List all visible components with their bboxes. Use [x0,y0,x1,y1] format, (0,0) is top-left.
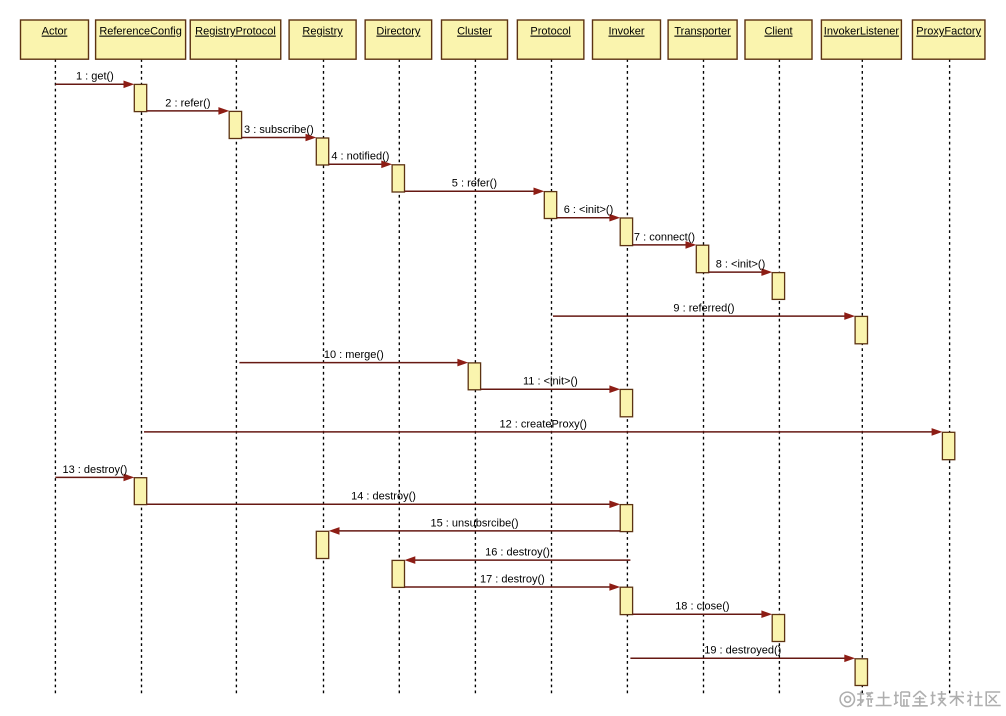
svg-text:Cluster: Cluster [457,26,492,38]
svg-text:Client: Client [764,26,792,38]
svg-text:Directory: Directory [376,26,421,38]
svg-text:Transporter: Transporter [674,26,731,38]
svg-text:Invoker: Invoker [608,26,644,38]
svg-text:RegistryProtocol: RegistryProtocol [195,26,276,38]
svg-text:13 : destroy(): 13 : destroy() [62,464,127,476]
svg-text:4 : notified(): 4 : notified() [331,151,389,163]
svg-text:16 : destroy(): 16 : destroy() [485,547,550,559]
svg-text:2 : refer(): 2 : refer() [165,97,210,109]
svg-text:7 : connect(): 7 : connect() [634,231,695,243]
svg-text:6 : <init>(): 6 : <init>() [564,204,614,216]
svg-text:12 : createProxy(): 12 : createProxy() [499,418,586,430]
svg-text:Protocol: Protocol [530,26,570,38]
svg-text:11 : <init>(): 11 : <init>() [523,376,578,388]
svg-text:15 : unsubsrcibe(): 15 : unsubsrcibe() [430,517,518,529]
svg-text:InvokerListener: InvokerListener [824,26,900,38]
svg-text:3 : subscribe(): 3 : subscribe() [244,124,314,136]
svg-text:17 : destroy(): 17 : destroy() [480,573,545,585]
svg-text:8 : <init>(): 8 : <init>() [716,259,766,271]
svg-text:1 : get(): 1 : get() [76,71,114,83]
svg-text:10 : merge(): 10 : merge() [324,349,384,361]
svg-text:Actor: Actor [42,26,68,38]
svg-text:ReferenceConfig: ReferenceConfig [99,26,182,38]
svg-text:19 : destroyed(): 19 : destroyed() [704,645,781,657]
svg-text:9 : referred(): 9 : referred() [673,303,734,315]
svg-text:Registry: Registry [302,26,343,38]
svg-text:5 : refer(): 5 : refer() [452,178,497,190]
svg-text:ProxyFactory: ProxyFactory [916,26,981,38]
svg-text:18 : close(): 18 : close() [675,601,729,613]
svg-text:14 : destroy(): 14 : destroy() [351,491,416,503]
